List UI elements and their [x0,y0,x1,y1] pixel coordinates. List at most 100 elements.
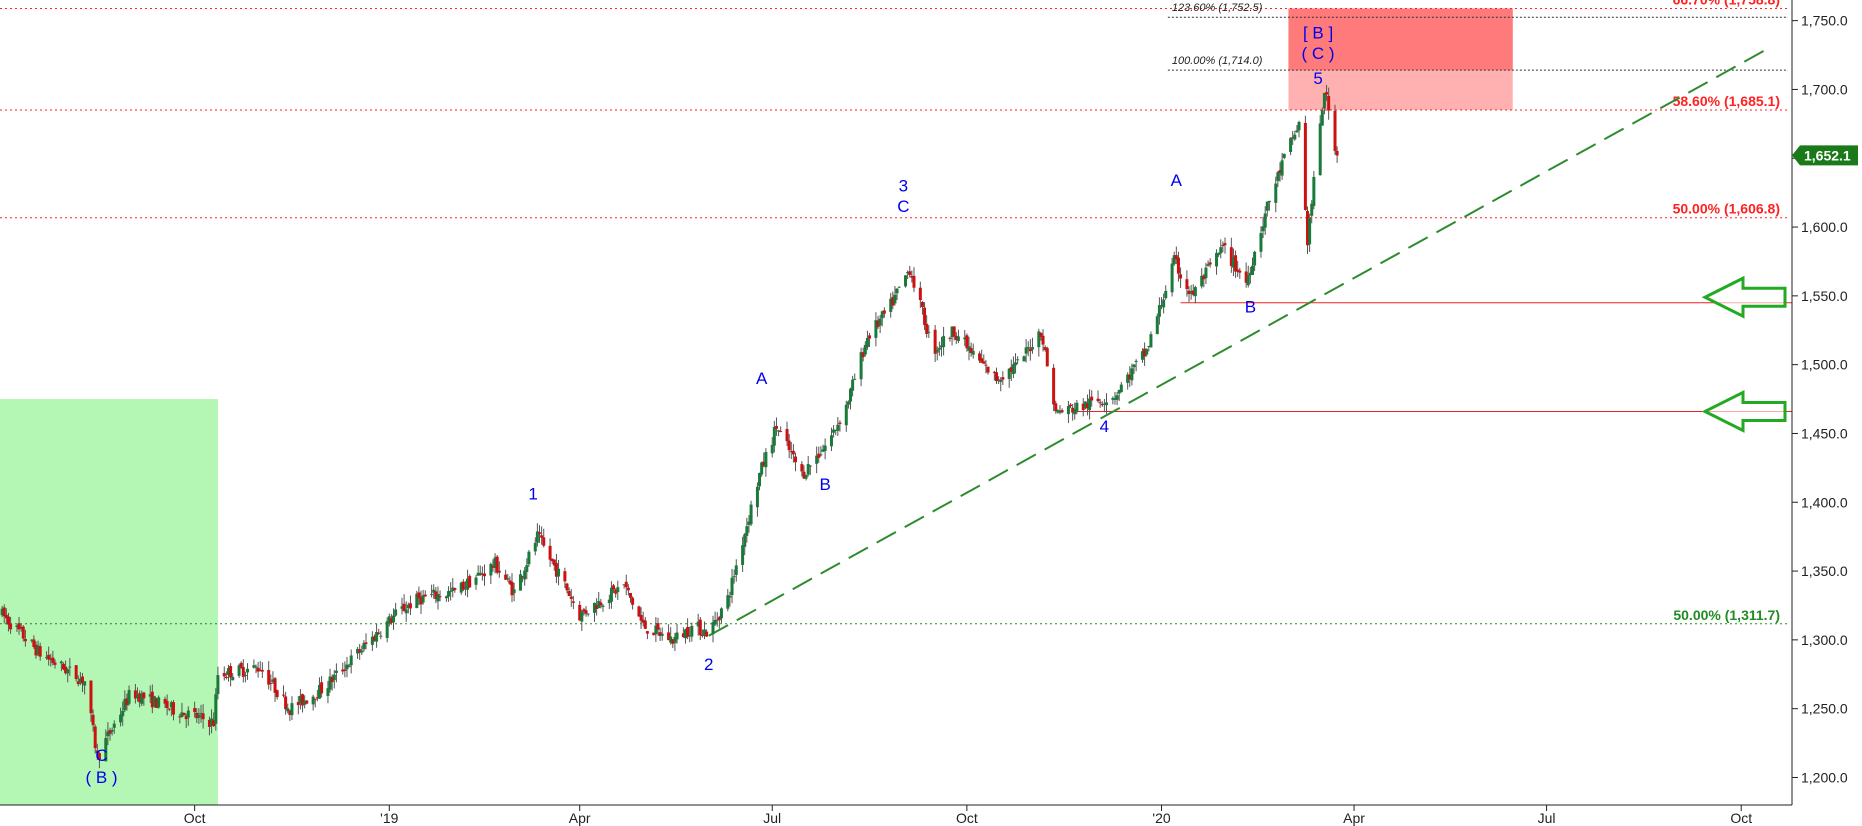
candle-body [195,712,199,719]
candle-body [1014,362,1018,366]
candle-body [1028,348,1032,352]
candle-body [863,344,867,355]
candle-body [1024,347,1028,354]
candle-body [326,688,330,696]
candle-body [1267,200,1271,203]
candle-body [239,662,243,668]
candle-body [681,633,685,638]
green-zone [0,399,218,805]
candle-body [819,454,823,456]
candle-body [787,440,791,451]
candle-body [246,668,250,673]
candle-body [421,595,425,603]
candle-body [224,676,228,678]
candle-body [254,666,258,668]
candle-body [1075,402,1079,412]
candle-body [267,669,271,685]
candle-body [45,657,49,659]
candle-body [315,697,319,699]
last-price-tag: 1,652.1 [1792,145,1858,166]
candle-body [838,422,842,424]
candle-body [150,691,154,708]
candle-body [459,582,463,593]
candle-body [1265,201,1269,211]
fib-label-0: 58.60% (1,685.1) [1673,93,1780,109]
candle-body [935,349,939,353]
candle-body [1223,243,1227,246]
candle-body [533,542,537,552]
candle-body [1208,262,1212,265]
last-price-badge [1792,145,1858,166]
candle-body [557,568,561,577]
candle-body [563,571,567,582]
candle-body [1191,290,1195,295]
candle-body [622,584,626,586]
y-tick-label-8: 1,600.0 [1801,219,1848,235]
candle-body [1187,290,1191,295]
candle-body [1221,245,1225,247]
y-tick-label-10: 1,700.0 [1801,81,1848,97]
candle-body [696,621,700,627]
candle-body [846,401,850,405]
candle-body [626,587,630,591]
x-tick-label-3: Jul [763,810,781,826]
candle-body [89,680,93,714]
candle-body [95,750,99,754]
candle-body [582,609,586,612]
candle-body [726,595,730,609]
candle-body [93,726,97,749]
candle-body [1244,271,1248,283]
candle-body [317,684,321,699]
candle-body [231,676,235,681]
candle-body [480,573,484,575]
candle-body [182,712,186,716]
candle-body [404,609,408,614]
candle-body [482,573,486,577]
candle-body [49,658,53,660]
candle-body [764,452,768,468]
candle-body [908,271,912,275]
candle-body [269,682,273,684]
candle-body [986,366,990,373]
candle-body [1001,377,1005,380]
fib-ext-label-0: 123.60% (1,752.5) [1172,2,1263,14]
candle-body [402,603,406,612]
candle-body [984,364,988,366]
candle-body [334,670,338,673]
candle-body [273,678,277,693]
candle-body [631,597,635,605]
candle-body [125,698,129,706]
y-tick-label-5: 1,450.0 [1801,425,1848,441]
candle-body [1037,331,1041,348]
candle-body [1073,409,1077,415]
candle-body [584,610,588,614]
candle-body [226,668,230,676]
wave-label-5: B [819,475,830,494]
candle-body [347,665,351,668]
candle-body [667,632,671,641]
candle-body [823,445,827,451]
candle-body [138,693,142,703]
candle-body [64,666,68,674]
wave-label-4: A [756,369,768,388]
candle-body [169,702,173,708]
candle-body [660,633,664,636]
candle-body [1147,345,1151,347]
candle-body [817,453,821,458]
candle-body [749,504,753,525]
candle-body [1160,305,1164,307]
candle-body [925,323,929,334]
candle-body [112,723,116,728]
candle-body [1058,410,1062,413]
candle-body [779,431,783,433]
candle-body [686,627,690,637]
candle-body [406,604,410,609]
candle-body [1090,396,1094,401]
wave-label-10: B [1245,297,1256,316]
candle-body [389,618,393,623]
candle-body [806,464,810,475]
candle-body [1333,110,1337,151]
candle-body [387,616,391,624]
candle-body [1259,233,1263,252]
